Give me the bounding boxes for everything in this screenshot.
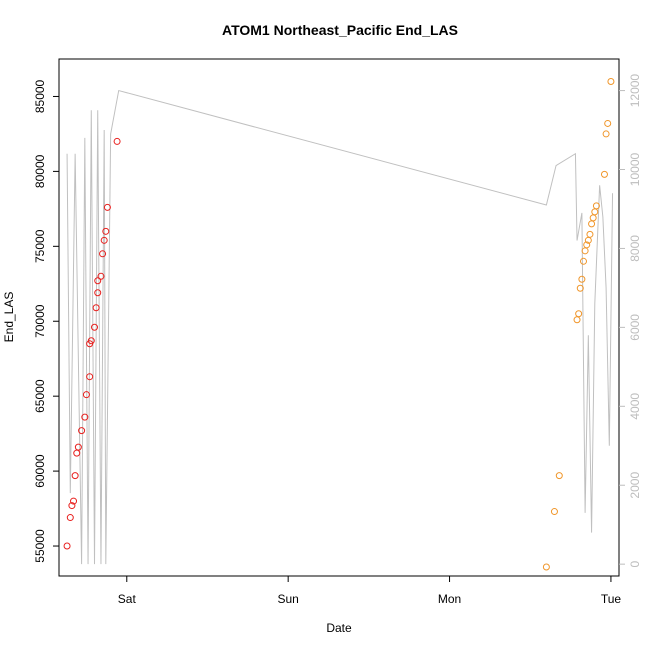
scatter-point [86,373,94,381]
scatter-point [575,310,583,318]
y2-tick-label: 0 [628,561,642,568]
scatter-point [66,514,74,522]
y-tick-label: 80000 [33,154,47,188]
scatter-point [94,277,102,285]
y2-tick-label: 6000 [628,314,642,341]
scatter-point [70,497,78,505]
chart-title: ATOM1 Northeast_Pacific End_LAS [222,22,458,38]
x-tick-label: Tue [601,592,622,606]
scatter-point [591,208,599,216]
scatter-point [99,250,107,258]
y-tick-label: 65000 [33,379,47,413]
scatter-point [550,508,558,516]
scatter-point [578,275,586,283]
y-tick-label: 70000 [33,304,47,338]
scatter-point [63,542,71,550]
scatter-point [97,272,105,280]
y2-tick-label: 4000 [628,393,642,420]
scatter-point [602,130,610,138]
y2-tick-label: 2000 [628,472,642,499]
scatter-point [576,284,584,292]
scatter-point [555,472,563,480]
x-tick-label: Mon [438,592,461,606]
scatter-point [103,203,111,211]
scatter-point [579,257,587,265]
plot-frame [58,58,620,577]
line-layer [66,89,614,565]
y2-tick-label: 10000 [628,152,642,186]
scatter-point [586,230,594,238]
scatter-point [74,443,82,451]
y-tick-label: 60000 [33,454,47,488]
scatter-point [92,304,100,312]
scatter-point [592,202,600,210]
scatter-point [81,413,89,421]
scatter-point [78,427,86,435]
scatter-point [73,449,81,457]
axes-layer: Sat Sun Mon Tue5500060000650007000075000800… [33,74,642,606]
scatter-point [102,227,110,235]
line-series [66,89,614,565]
y-tick-label: 85000 [33,79,47,113]
scatter-point [607,77,615,85]
x-tick-label: Sat [118,592,137,606]
scatter-point [100,236,108,244]
x-axis-label: Date [326,621,352,635]
scatter-point [91,323,99,331]
scatter-point [583,241,591,249]
scatter-point [113,137,121,145]
y-tick-label: 55000 [33,529,47,563]
points-layer [63,77,615,571]
x-tick-label: Sun [277,592,298,606]
scatter-point [604,119,612,127]
scatter-point [71,472,79,480]
scatter-point [600,170,608,178]
scatter-point [87,337,95,345]
scatter-point [82,391,90,399]
scatter-point [589,214,597,222]
scatter-point [542,563,550,571]
scatter-point [94,289,102,297]
scatter-point [68,502,76,510]
scatter-point [573,316,581,324]
scatter-point [581,247,589,255]
y-tick-label: 75000 [33,229,47,263]
y-axis-label: End_LAS [2,292,16,343]
y2-tick-label: 12000 [628,74,642,108]
y2-tick-label: 8000 [628,235,642,262]
scatter-point [588,220,596,228]
